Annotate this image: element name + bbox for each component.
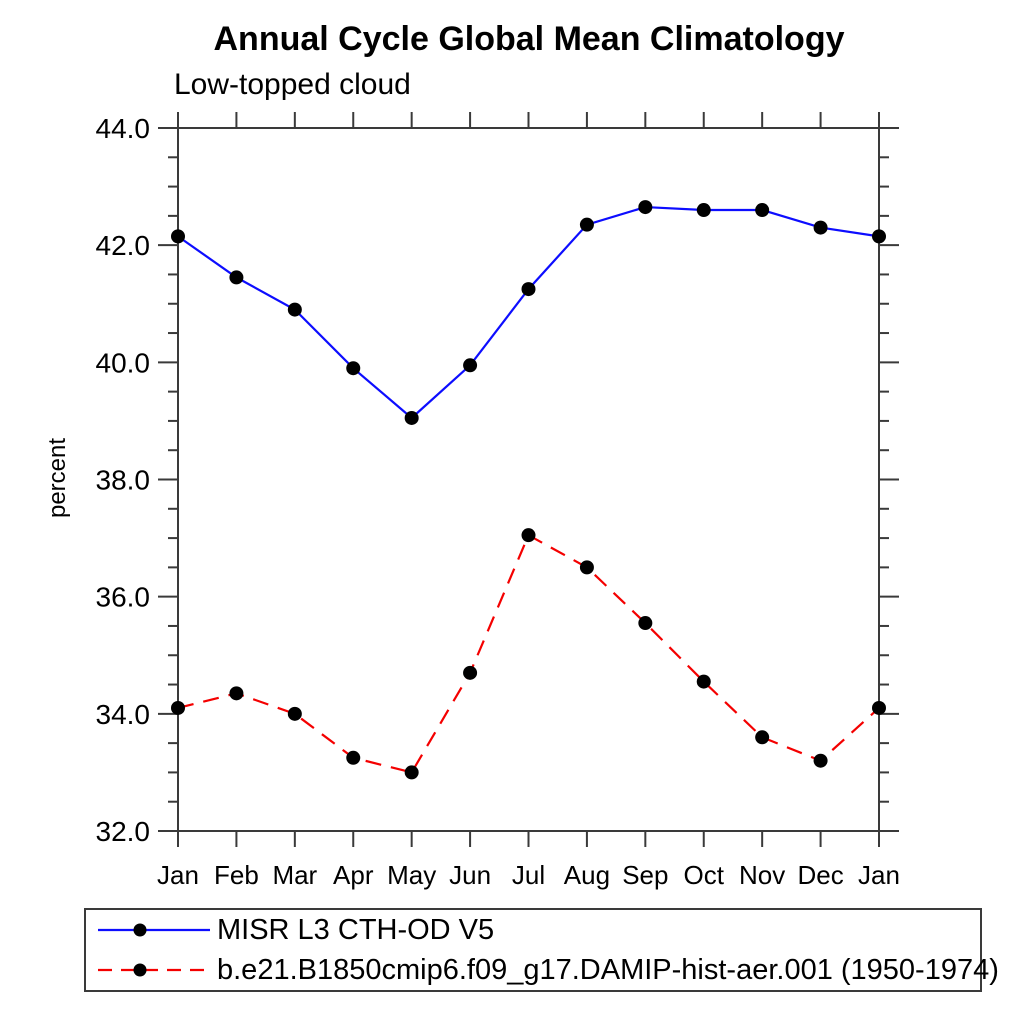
data-point-marker xyxy=(872,700,886,715)
x-tick-label: Sep xyxy=(622,860,668,890)
data-point-marker xyxy=(579,217,594,232)
series-line-1 xyxy=(177,533,880,774)
data-point-marker xyxy=(404,765,419,780)
data-point-marker xyxy=(404,410,419,425)
data-point-marker xyxy=(755,203,770,218)
data-point-marker xyxy=(755,730,770,745)
data-point-marker xyxy=(346,750,361,765)
data-point-marker xyxy=(346,361,361,376)
series-line-0 xyxy=(177,205,880,420)
data-point-marker xyxy=(229,686,244,701)
x-tick-label: Jan xyxy=(858,860,900,890)
x-tick-label: Dec xyxy=(797,860,843,890)
data-point-marker xyxy=(171,229,185,244)
data-point-marker xyxy=(638,200,653,215)
x-tick-label: Nov xyxy=(739,860,785,890)
legend-marker-dot xyxy=(133,963,147,977)
data-point-marker xyxy=(287,706,302,721)
data-point-marker xyxy=(696,674,711,689)
x-tick-label: Jan xyxy=(157,860,199,890)
legend-line-sample-solid xyxy=(98,923,210,937)
data-point-marker xyxy=(638,616,653,631)
chart-title: Annual Cycle Global Mean Climatology xyxy=(213,20,845,58)
data-point-marker xyxy=(872,229,886,244)
legend-marker-dot xyxy=(133,923,147,937)
data-point-marker xyxy=(463,665,478,680)
data-point-marker xyxy=(229,270,244,285)
legend-item-model: b.e21.B1850cmip6.f09_g17.DAMIP-hist-aer.… xyxy=(86,950,999,990)
x-tick-label: Oct xyxy=(684,860,725,890)
legend-box: MISR L3 CTH-OD V5 b.e21.B1850cmip6.f09_g… xyxy=(84,908,999,992)
y-tick-label: 44.0 xyxy=(96,113,151,144)
data-point-marker xyxy=(813,753,828,768)
legend-item-observation: MISR L3 CTH-OD V5 xyxy=(86,910,980,950)
data-point-marker xyxy=(521,528,536,543)
y-tick-label: 40.0 xyxy=(96,347,151,378)
y-tick-label: 32.0 xyxy=(96,816,151,847)
data-point-marker xyxy=(696,203,711,218)
x-tick-label: Apr xyxy=(333,860,374,890)
plot-frame xyxy=(177,127,880,832)
data-point-marker xyxy=(171,700,185,715)
data-point-marker xyxy=(579,560,594,575)
legend-label-model: b.e21.B1850cmip6.f09_g17.DAMIP-hist-aer.… xyxy=(217,953,999,986)
data-point-marker xyxy=(521,282,536,297)
x-tick-label: Mar xyxy=(272,860,317,890)
y-tick-label: 36.0 xyxy=(96,582,151,613)
legend-line-sample-dashed xyxy=(98,963,210,977)
chart-subtitle: Low-topped cloud xyxy=(174,68,411,101)
y-tick-label: 34.0 xyxy=(96,699,151,730)
data-point-marker xyxy=(463,358,478,373)
y-tick-label: 38.0 xyxy=(96,465,151,496)
legend-label-observation: MISR L3 CTH-OD V5 xyxy=(217,913,495,946)
data-point-marker xyxy=(813,220,828,235)
x-tick-label: Jun xyxy=(449,860,491,890)
data-point-marker xyxy=(287,302,302,317)
x-tick-label: Aug xyxy=(564,860,610,890)
x-tick-label: May xyxy=(387,860,436,890)
x-tick-label: Jul xyxy=(512,860,545,890)
y-tick-label: 42.0 xyxy=(96,230,151,261)
x-tick-label: Feb xyxy=(214,860,259,890)
